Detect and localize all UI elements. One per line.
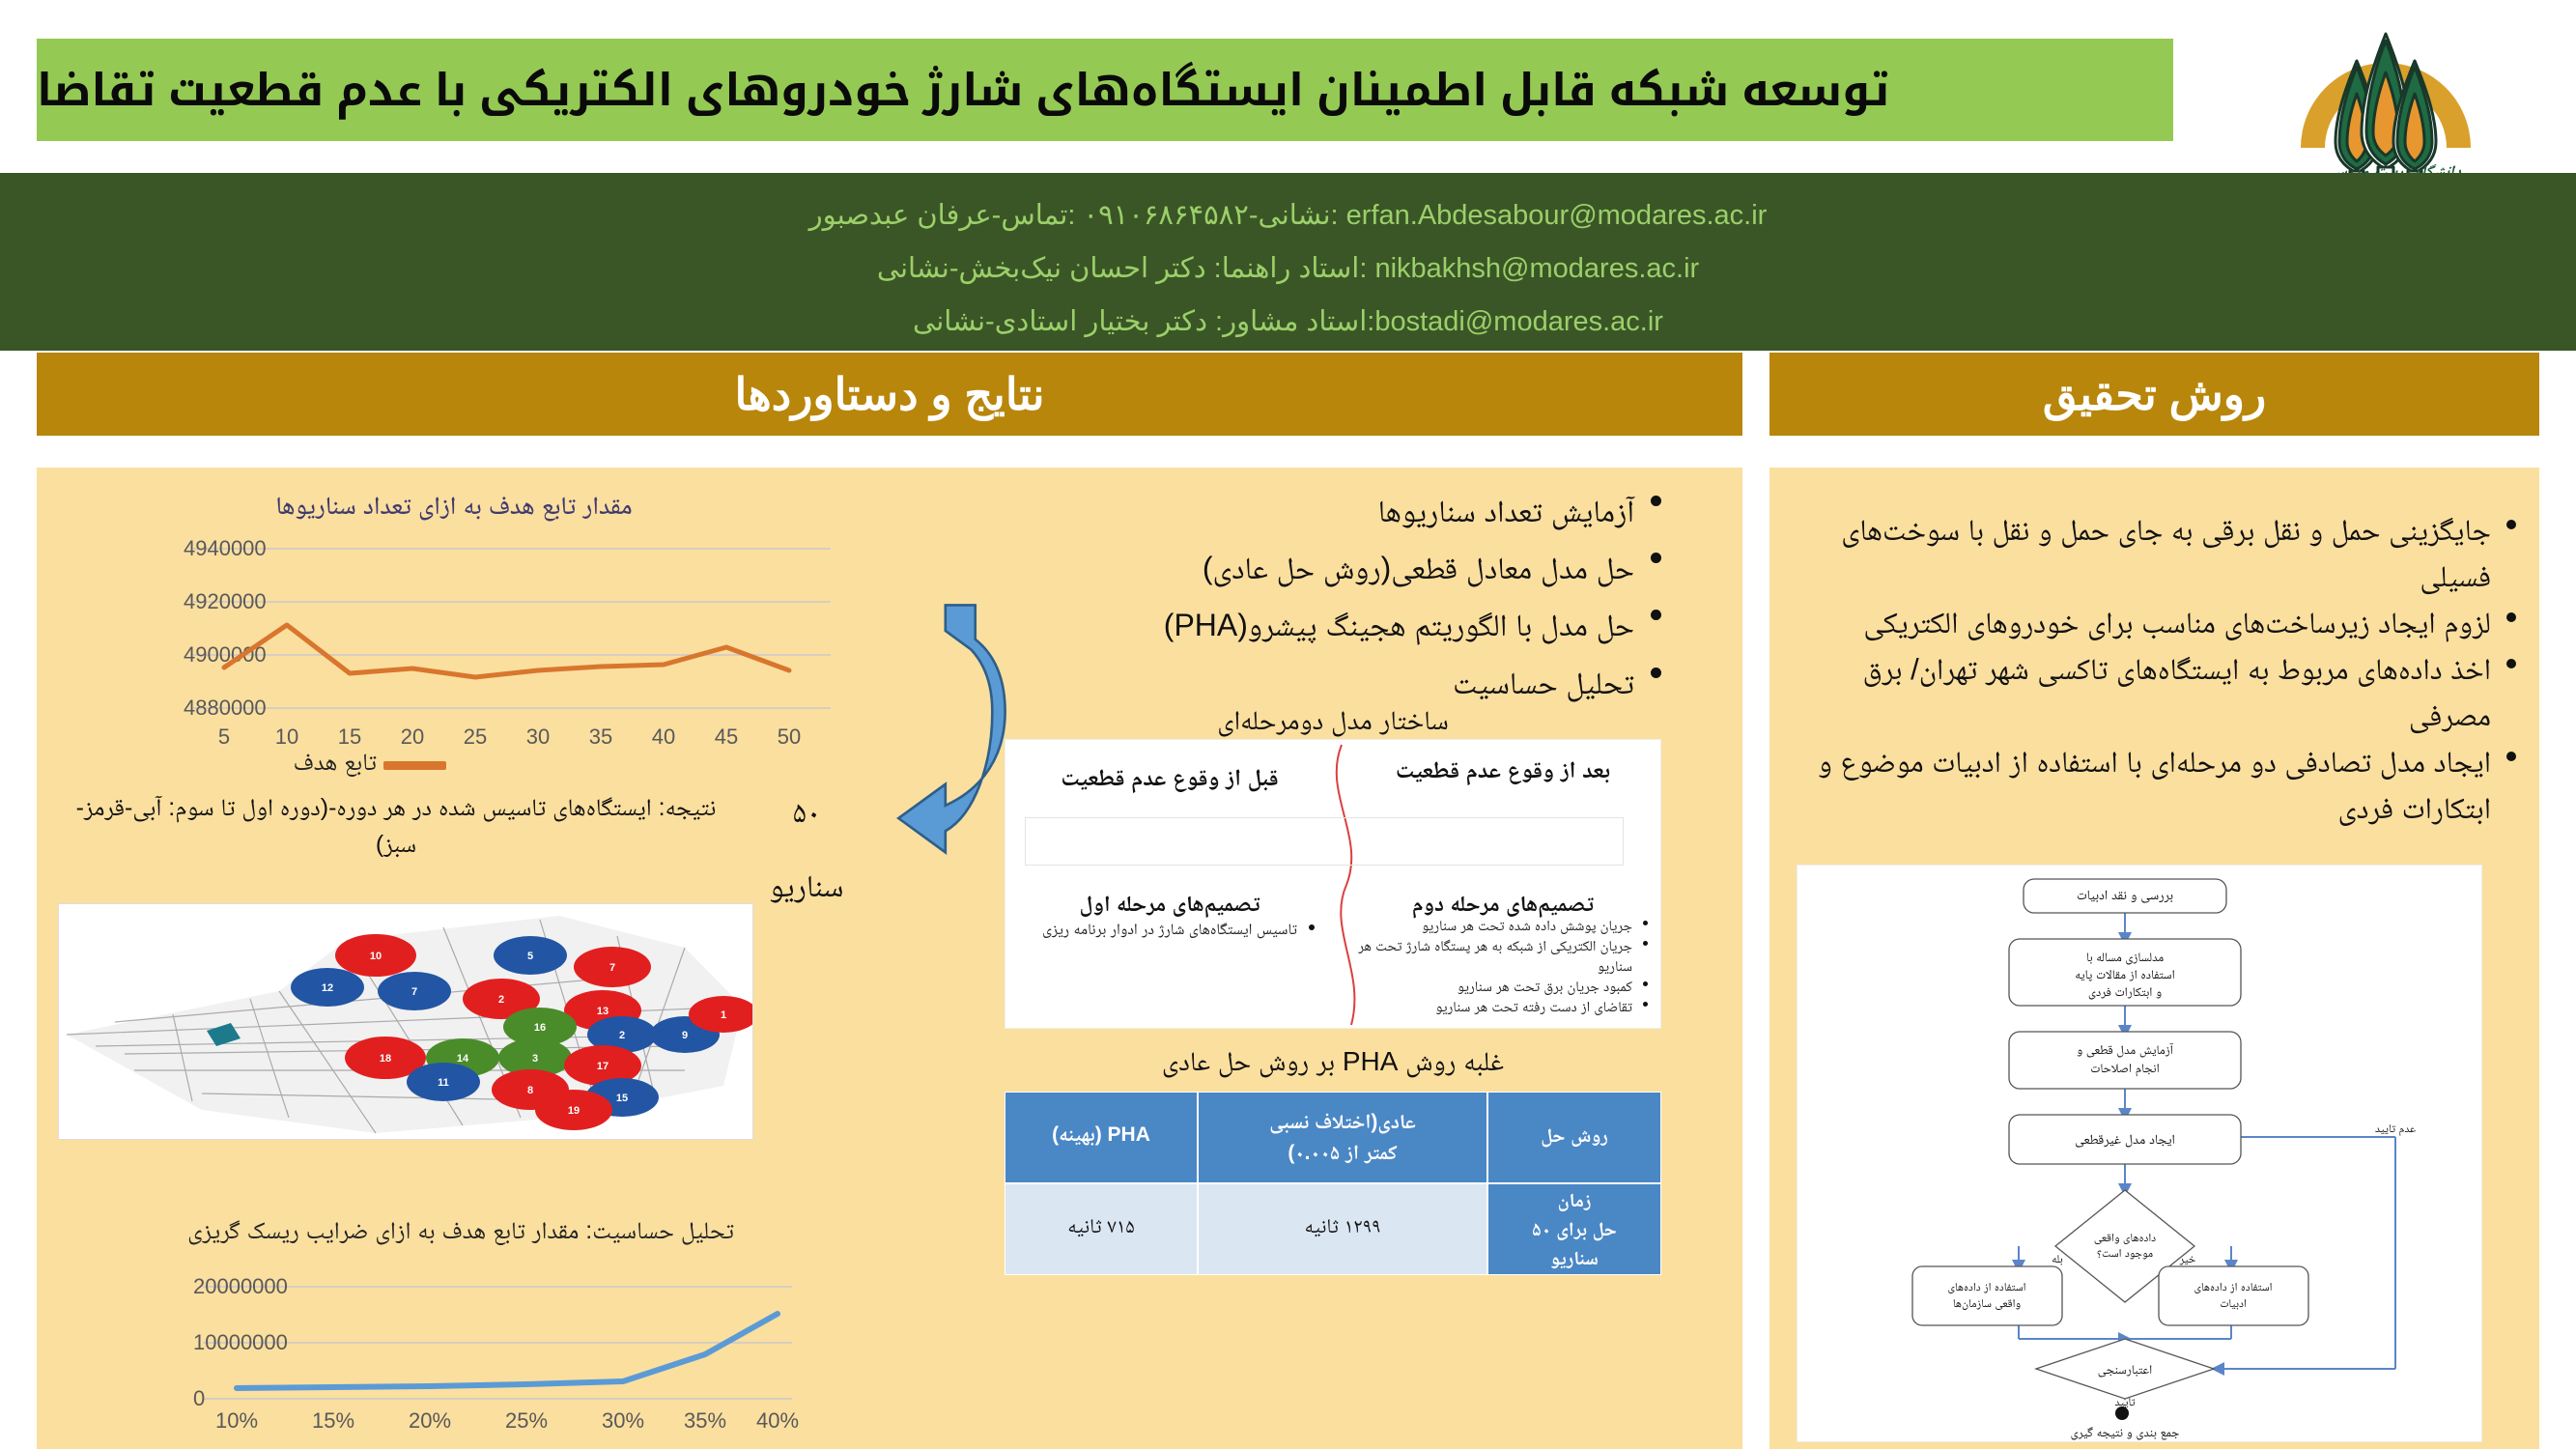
svg-text:20%: 20%: [409, 1408, 451, 1430]
svg-text:14: 14: [457, 1053, 469, 1065]
svg-text:4880000: 4880000: [184, 696, 267, 720]
svg-text:16: 16: [534, 1022, 546, 1034]
svg-text:مدلسازی مساله با: مدلسازی مساله با: [2086, 950, 2164, 965]
svg-text:8: 8: [527, 1085, 533, 1096]
svg-text:30%: 30%: [602, 1408, 644, 1430]
svg-text:25%: 25%: [505, 1408, 548, 1430]
svg-text:خیر: خیر: [2179, 1252, 2196, 1265]
svg-text:11: 11: [438, 1077, 449, 1089]
svg-text:بررسی و نقد ادبیات: بررسی و نقد ادبیات: [2077, 887, 2173, 903]
svg-text:12: 12: [322, 982, 333, 994]
svg-text:19: 19: [568, 1105, 580, 1117]
svg-text:9: 9: [682, 1030, 688, 1041]
svg-text:13: 13: [597, 1006, 609, 1017]
svg-text:5: 5: [527, 951, 533, 962]
svg-text:عدم تایید: عدم تایید: [2375, 1122, 2416, 1136]
svg-text:داده‌های واقعی: داده‌های واقعی: [2094, 1231, 2156, 1244]
svg-text:40: 40: [652, 724, 675, 749]
svg-text:استفاده از داده‌های: استفاده از داده‌های: [2194, 1280, 2272, 1293]
svg-text:7: 7: [411, 986, 417, 998]
svg-text:40%: 40%: [756, 1408, 799, 1430]
svg-text:45: 45: [715, 724, 738, 749]
svg-text:30: 30: [526, 724, 550, 749]
svg-text:استفاده از مقالات پایه: استفاده از مقالات پایه: [2075, 967, 2174, 982]
svg-text:واقعی سازمان‌ها: واقعی سازمان‌ها: [1953, 1296, 2021, 1310]
svg-text:15: 15: [616, 1093, 628, 1104]
svg-text:50: 50: [778, 724, 801, 749]
svg-text:10%: 10%: [215, 1408, 258, 1430]
svg-text:35: 35: [589, 724, 612, 749]
svg-text:2: 2: [619, 1030, 625, 1041]
svg-text:ایجاد مدل غیرقطعی: ایجاد مدل غیرقطعی: [2075, 1131, 2175, 1148]
svg-text:7: 7: [609, 962, 615, 974]
svg-text:25: 25: [464, 724, 487, 749]
svg-text:20000000: 20000000: [193, 1275, 288, 1298]
svg-text:20: 20: [401, 724, 424, 749]
svg-text:3: 3: [532, 1053, 538, 1065]
svg-text:4940000: 4940000: [184, 536, 267, 560]
svg-text:استفاده از داده‌های: استفاده از داده‌های: [1947, 1280, 2025, 1293]
svg-text:0: 0: [193, 1386, 205, 1410]
svg-text:اعتبارسنجی: اعتبارسنجی: [2098, 1362, 2152, 1378]
svg-text:5: 5: [218, 724, 230, 749]
svg-text:15%: 15%: [312, 1408, 354, 1430]
svg-text:35%: 35%: [684, 1408, 726, 1430]
svg-text:1: 1: [721, 1009, 726, 1021]
svg-text:4920000: 4920000: [184, 589, 267, 613]
svg-text:موجود است؟: موجود است؟: [2097, 1246, 2153, 1260]
svg-text:17: 17: [597, 1061, 609, 1072]
svg-text:18: 18: [380, 1053, 391, 1065]
svg-text:10000000: 10000000: [193, 1330, 288, 1354]
svg-text:2: 2: [498, 994, 504, 1006]
svg-text:10: 10: [370, 951, 382, 962]
svg-text:و ابتکارات فردی: و ابتکارات فردی: [2088, 984, 2162, 1000]
svg-text:انجام اصلاحات: انجام اصلاحات: [2090, 1061, 2159, 1076]
svg-text:ادبیات: ادبیات: [2220, 1296, 2247, 1310]
svg-text:بله: بله: [2052, 1252, 2063, 1265]
svg-text:آزمایش مدل قطعی و: آزمایش مدل قطعی و: [2077, 1042, 2173, 1058]
